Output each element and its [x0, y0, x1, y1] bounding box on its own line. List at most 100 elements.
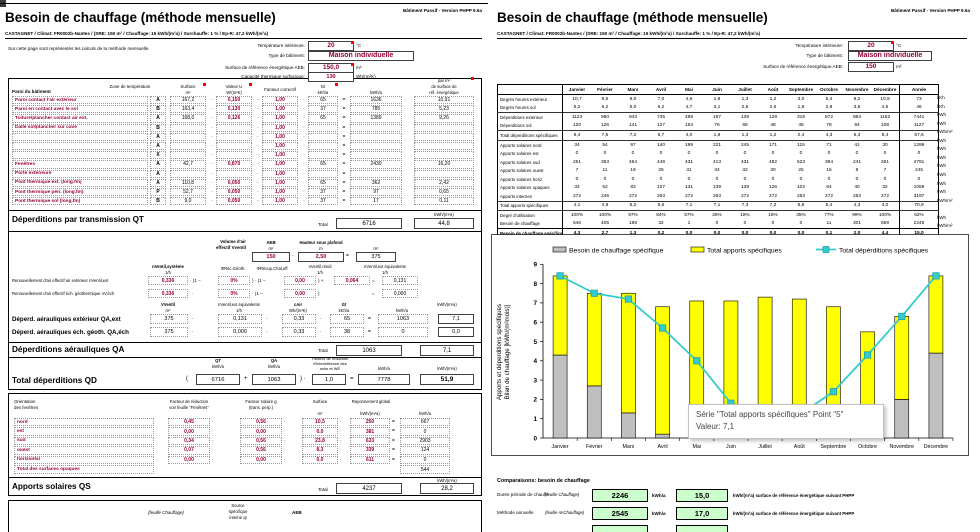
trans-factor-cell[interactable]: 1,00 — [262, 114, 298, 123]
trans-u-cell[interactable] — [216, 142, 252, 151]
col-header-surface: Surface — [180, 84, 196, 89]
multiply-sign: · — [257, 152, 259, 159]
vent-nres-value[interactable]: 0,064 — [334, 276, 370, 285]
vent-phi2-value[interactable]: 0% — [218, 289, 250, 298]
solar-surface-cell[interactable]: 0,0 — [302, 455, 338, 464]
trans-zone-cell[interactable]: A — [150, 114, 166, 123]
trans-u-cell[interactable]: 0,050 — [216, 197, 252, 206]
vent-aeb-value[interactable]: 150 — [252, 252, 290, 262]
trans-factor-cell[interactable]: 1,00 — [262, 178, 298, 187]
solar-surface-cell[interactable]: 0,0 — [302, 427, 338, 436]
solar-ray-cell[interactable]: 250 — [350, 418, 390, 427]
param-input[interactable]: Maison individuelle — [848, 51, 932, 61]
trans-u-cell[interactable]: 0,150 — [216, 96, 252, 105]
trans-factor-cell[interactable]: 1,00 — [262, 132, 298, 141]
param-input[interactable]: 20 — [848, 41, 894, 51]
trans-zone-cell[interactable]: A — [150, 160, 166, 169]
monthly-cell: 71 — [815, 139, 843, 150]
vent-hr2-value[interactable]: 0,00 — [284, 289, 316, 298]
trans-surface-cell[interactable] — [170, 142, 206, 151]
trans-u-cell[interactable]: 0,870 — [216, 160, 252, 169]
trans-factor-cell[interactable]: 1,00 — [262, 151, 298, 160]
trans-surface-cell[interactable] — [170, 132, 206, 141]
trans-u-cell[interactable] — [216, 169, 252, 178]
trans-factor-cell[interactable]: 1,00 — [262, 160, 298, 169]
col-header-perm2: de surface de — [431, 84, 457, 89]
trans-factor-cell[interactable]: 1,00 — [262, 123, 298, 132]
trans-gt-cell — [308, 132, 338, 141]
trans-surface-cell[interactable]: 163,4 — [170, 105, 206, 114]
monthly-cell: 11 — [826, 221, 832, 227]
trans-u-cell[interactable]: 0,126 — [216, 114, 252, 123]
trans-surface-cell[interactable] — [170, 123, 206, 132]
vent-n2-value[interactable]: 0,336 — [148, 289, 188, 298]
solar-f-cell[interactable]: 0,34 — [168, 436, 210, 446]
trans-factor-cell[interactable]: 1,00 — [262, 169, 298, 178]
monthly-cell: 32 — [658, 221, 664, 227]
trans-u-cell[interactable] — [216, 151, 252, 160]
monthly-cell: 272 — [768, 193, 777, 199]
trans-surface-cell[interactable] — [170, 169, 206, 178]
monthly-cell: 34 — [562, 139, 591, 150]
trans-surface-cell[interactable]: 168,0 — [170, 114, 206, 123]
trans-factor-cell[interactable]: 1,00 — [262, 142, 298, 151]
solar-surface-cell[interactable]: 8,3 — [302, 446, 338, 455]
vent-phihr-header: ΦRécup.Chal,eff — [256, 266, 288, 271]
trans-zone-cell[interactable]: A — [150, 142, 166, 151]
trans-factor-cell[interactable]: 1,00 — [262, 105, 298, 114]
vent-phi1-value[interactable]: 0% — [218, 276, 250, 285]
trans-surface-cell[interactable] — [170, 151, 206, 160]
monthly-cell: 0 — [715, 221, 719, 227]
solar-g-cell[interactable]: 0,56 — [240, 436, 282, 446]
solar-ray-cell[interactable]: 381 — [350, 427, 390, 436]
trans-u-cell[interactable]: 0,050 — [216, 178, 252, 187]
trans-zone-cell[interactable]: A — [150, 169, 166, 178]
param-input[interactable]: 130 — [308, 72, 354, 82]
trans-factor-cell[interactable]: 1,00 — [262, 96, 298, 105]
trans-factor-cell[interactable]: 1,00 — [262, 197, 298, 206]
trans-zone-cell[interactable]: B — [150, 105, 166, 114]
param-input[interactable]: 20 — [308, 41, 354, 51]
monthly-cell: Total déperditions spécifiques — [497, 130, 563, 141]
vent-hr1-value[interactable]: 0,00 — [284, 276, 316, 285]
trans-u-cell[interactable] — [216, 123, 252, 132]
solar-f-cell[interactable]: 0,00 — [168, 427, 210, 436]
solar-g-cell[interactable]: 0,00 — [240, 427, 282, 436]
trans-u-cell[interactable]: 0,050 — [216, 188, 252, 197]
trans-surface-cell[interactable]: 167,2 — [170, 96, 206, 105]
trans-zone-cell[interactable]: A — [150, 178, 166, 187]
solar-ray-cell[interactable]: 611 — [350, 455, 390, 464]
param-input[interactable]: Maison individuelle — [308, 51, 414, 61]
solar-g-cell[interactable]: 0,56 — [240, 418, 282, 427]
vent-height-value[interactable]: 2,50 — [298, 252, 344, 262]
solar-surface-cell[interactable]: 23,8 — [302, 436, 338, 446]
trans-surface-cell[interactable]: 42,7 — [170, 160, 206, 169]
monthly-cell: 139 — [712, 185, 721, 191]
vent-n1-value[interactable]: 0,336 — [148, 276, 188, 285]
solar-f-cell[interactable]: 0,45 — [168, 418, 210, 427]
solar-f-cell[interactable]: 0,00 — [168, 455, 210, 464]
solar-ray-cell[interactable]: 633 — [350, 436, 390, 446]
trans-u-cell[interactable]: 0,130 — [216, 105, 252, 114]
trans-surface-cell[interactable]: 110,8 — [170, 178, 206, 187]
trans-surface-cell[interactable]: 52,7 — [170, 188, 206, 197]
operator: · — [284, 456, 286, 463]
solar-ray-cell[interactable]: 339 — [350, 446, 390, 455]
solar-f-cell[interactable]: 0,07 — [168, 446, 210, 455]
trans-zone-cell[interactable]: B — [150, 197, 166, 206]
trans-zone-cell[interactable]: A — [150, 96, 166, 105]
trans-factor-cell[interactable]: 1,00 — [262, 188, 298, 197]
param-input[interactable]: 150 — [848, 62, 894, 72]
trans-zone-cell[interactable]: P — [150, 188, 166, 197]
monthly-cell: Total apports spécifiques — [497, 200, 563, 211]
monthly-cell: 199 — [675, 139, 703, 150]
solar-g-cell[interactable]: 0,56 — [240, 446, 282, 455]
trans-u-cell[interactable] — [216, 132, 252, 141]
trans-surface-cell[interactable]: 9,0 — [170, 197, 206, 206]
solar-surface-cell[interactable]: 10,5 — [302, 418, 338, 427]
trans-zone-cell[interactable]: A — [150, 132, 166, 141]
x-tick-label: Avril — [657, 444, 667, 450]
trans-zone-cell[interactable]: B — [150, 123, 166, 132]
solar-g-cell[interactable]: 0,00 — [240, 455, 282, 464]
trans-zone-cell[interactable]: X — [150, 151, 166, 160]
